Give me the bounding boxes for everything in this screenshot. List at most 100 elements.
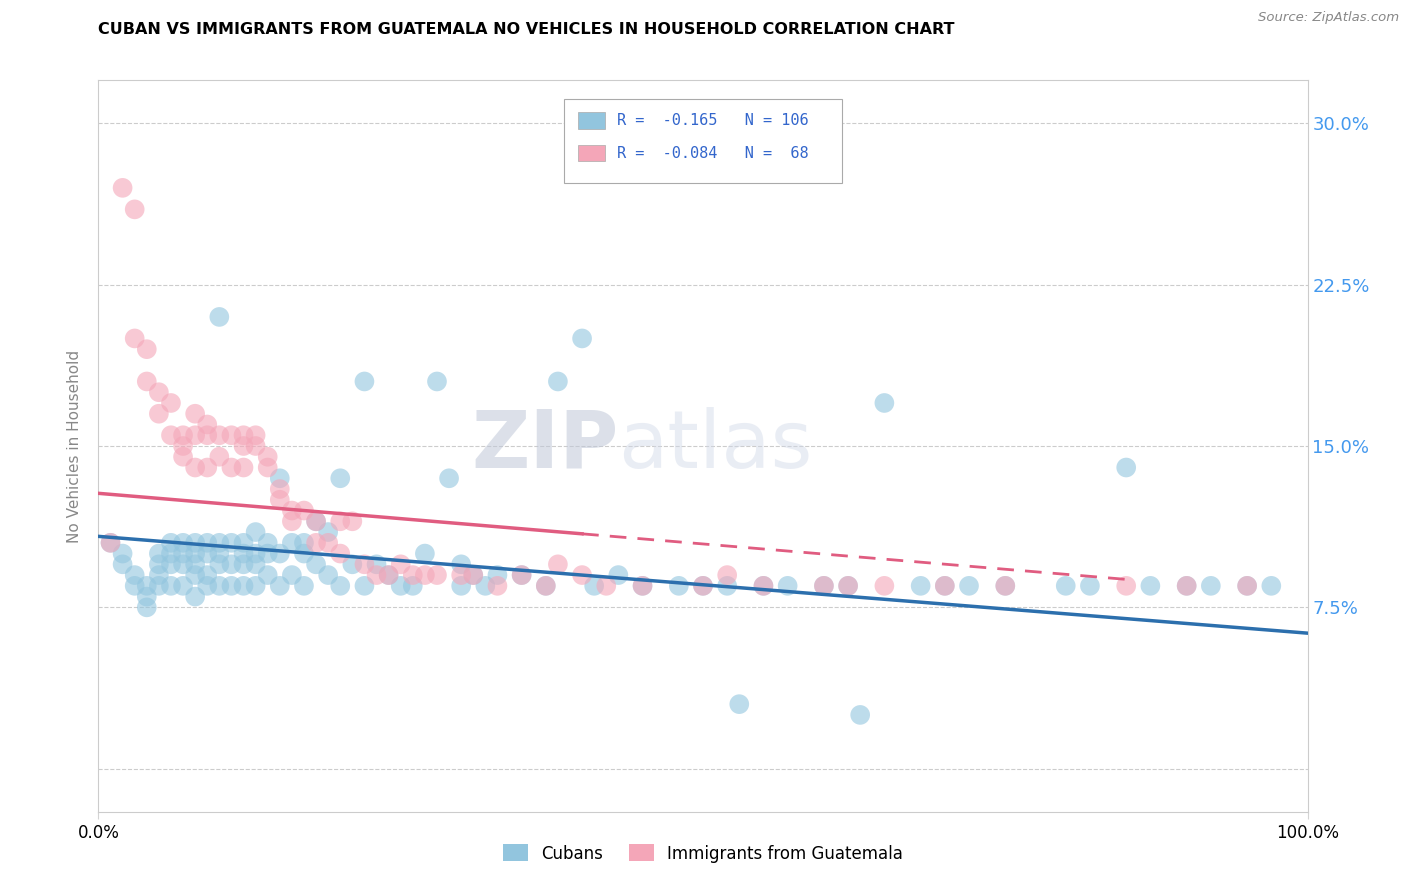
Point (172, 558, 194, 572)
Point (184, 536, 207, 550)
Point (716, 568, 738, 582)
Point (232, 460, 254, 475)
Point (124, 579, 146, 593)
Point (245, 439, 267, 453)
Point (583, 579, 606, 593)
Point (389, 558, 412, 572)
Point (1115, 579, 1137, 593)
Point (486, 568, 509, 582)
Point (195, 460, 218, 475)
Point (607, 568, 630, 582)
Point (100, 536, 122, 550)
Point (124, 568, 146, 582)
Point (752, 579, 775, 593)
Point (342, 558, 364, 572)
Point (269, 492, 291, 507)
Point (463, 568, 485, 582)
Point (135, 590, 157, 604)
Point (195, 417, 218, 432)
Point (305, 514, 328, 528)
Point (245, 524, 267, 539)
Point (377, 568, 399, 582)
Point (366, 568, 388, 582)
Point (813, 579, 835, 593)
Point (160, 558, 183, 572)
Point (316, 568, 339, 582)
Point (413, 547, 436, 561)
Point (1054, 579, 1077, 593)
Point (256, 568, 278, 582)
Point (426, 375, 449, 389)
Point (510, 568, 533, 582)
Point (269, 471, 291, 485)
Point (547, 375, 569, 389)
Point (377, 568, 399, 582)
Point (256, 450, 278, 464)
Point (160, 547, 183, 561)
Point (160, 396, 183, 410)
Point (534, 579, 557, 593)
Point (934, 579, 956, 593)
Point (353, 375, 375, 389)
Point (873, 579, 896, 593)
Point (631, 579, 654, 593)
Point (208, 536, 231, 550)
Text: ZIP: ZIP (471, 407, 619, 485)
FancyBboxPatch shape (564, 99, 842, 183)
Point (910, 579, 932, 593)
Point (195, 536, 218, 550)
Point (486, 579, 509, 593)
Point (269, 579, 291, 593)
Point (135, 375, 157, 389)
Point (692, 579, 714, 593)
Point (184, 590, 207, 604)
Point (111, 181, 134, 195)
Point (208, 579, 231, 593)
Point (245, 558, 267, 572)
Point (148, 558, 170, 572)
Point (813, 579, 835, 593)
Point (281, 568, 304, 582)
Point (776, 579, 799, 593)
Point (292, 503, 315, 517)
Point (232, 547, 254, 561)
Text: Source: ZipAtlas.com: Source: ZipAtlas.com (1258, 11, 1399, 24)
Point (1260, 579, 1282, 593)
Point (426, 568, 449, 582)
Point (668, 579, 690, 593)
Point (148, 568, 170, 582)
Point (184, 460, 207, 475)
Point (195, 579, 218, 593)
Point (837, 579, 859, 593)
Point (571, 568, 593, 582)
Text: R =  -0.084   N =  68: R = -0.084 N = 68 (617, 146, 808, 161)
Point (184, 568, 207, 582)
Point (1175, 579, 1198, 593)
Y-axis label: No Vehicles in Household: No Vehicles in Household (67, 350, 83, 542)
Point (329, 514, 352, 528)
Point (135, 600, 157, 615)
Point (342, 514, 364, 528)
Point (1139, 579, 1161, 593)
Point (172, 547, 194, 561)
Point (353, 579, 375, 593)
Point (124, 202, 146, 217)
Point (716, 579, 738, 593)
Point (269, 482, 291, 496)
Point (232, 439, 254, 453)
Point (994, 579, 1017, 593)
Point (305, 558, 328, 572)
Point (221, 460, 243, 475)
Point (148, 547, 170, 561)
Point (172, 450, 194, 464)
Point (111, 558, 134, 572)
Point (124, 331, 146, 345)
Point (292, 536, 315, 550)
Point (148, 407, 170, 421)
Legend: Cubans, Immigrants from Guatemala: Cubans, Immigrants from Guatemala (496, 838, 910, 869)
Point (184, 558, 207, 572)
Point (172, 579, 194, 593)
Point (292, 547, 315, 561)
Point (692, 579, 714, 593)
Point (148, 579, 170, 593)
